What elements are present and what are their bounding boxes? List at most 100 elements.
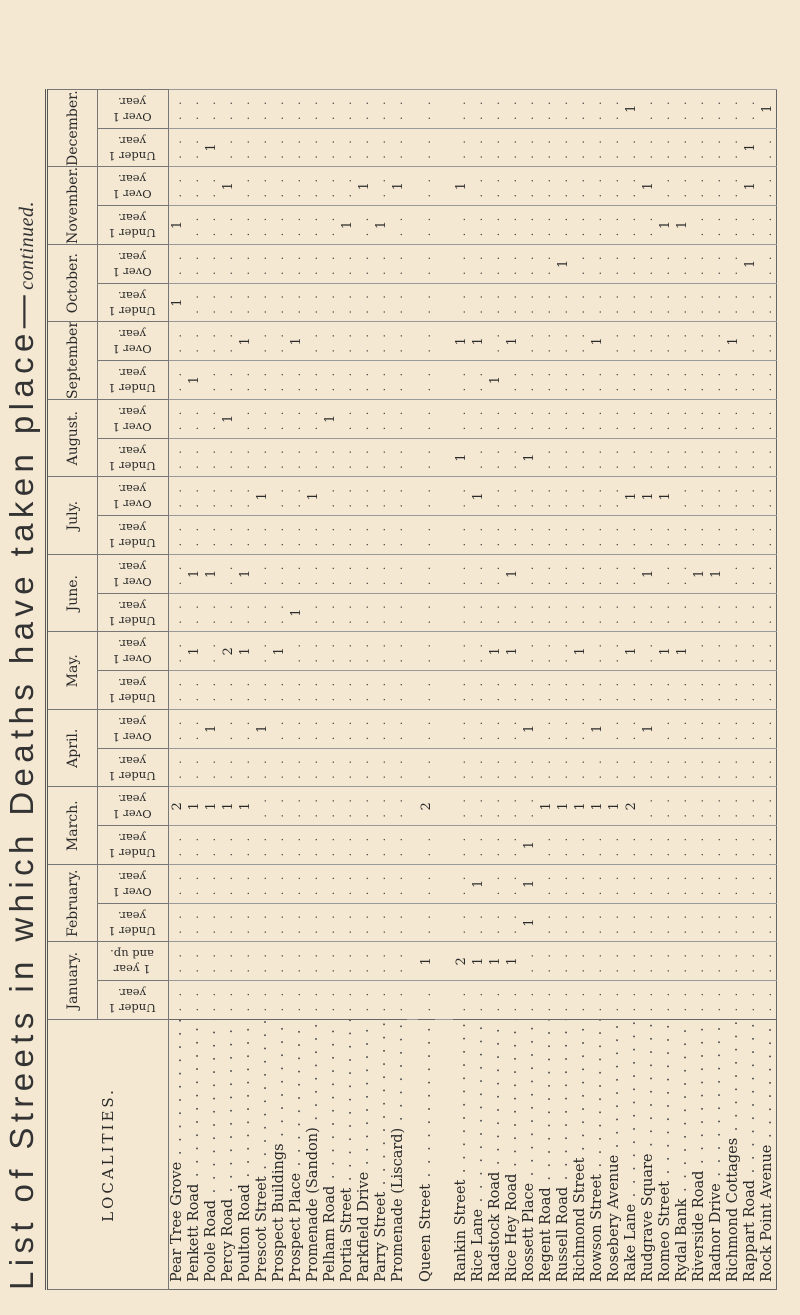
- death-count-cell: [691, 360, 708, 400]
- death-count-cell: [691, 942, 708, 981]
- death-count-cell: [555, 166, 572, 206]
- death-count-cell: [708, 515, 725, 555]
- title-main: List of Streets in which Deaths have tak…: [3, 289, 40, 1290]
- death-count-cell: [453, 476, 470, 516]
- spacer-cell: [435, 942, 453, 981]
- death-count-cell: [418, 399, 435, 439]
- death-count-cell: 1: [504, 321, 521, 361]
- death-count-cell: [288, 709, 305, 749]
- death-count-cell: [356, 438, 373, 477]
- death-count-cell: [487, 399, 504, 439]
- death-count-cell: [322, 205, 339, 245]
- death-count-cell: [759, 593, 777, 632]
- death-count-cell: [339, 554, 356, 594]
- death-count-cell: [305, 515, 322, 555]
- death-count-cell: [254, 399, 271, 439]
- death-count-cell: [390, 438, 407, 477]
- death-count-cell: 2: [220, 631, 237, 671]
- locality-row: Percy Road 1 2 1 1: [220, 89, 237, 1290]
- death-count-cell: 1: [470, 942, 487, 981]
- death-count-cell: 1: [254, 709, 271, 749]
- death-count-cell: 1: [390, 166, 407, 206]
- spacer-cell: [435, 631, 453, 671]
- death-count-cell: [203, 903, 220, 942]
- death-count-cell: [254, 980, 271, 1020]
- death-count-cell: [186, 283, 203, 322]
- death-count-cell: [623, 748, 640, 787]
- death-count-cell: [555, 283, 572, 322]
- death-count-cell: [657, 128, 674, 167]
- death-count-cell: [203, 166, 220, 206]
- death-count-cell: [322, 825, 339, 865]
- death-count-cell: [487, 166, 504, 206]
- death-count-cell: [657, 748, 674, 787]
- death-count-cell: 1: [657, 476, 674, 516]
- death-count-cell: [521, 631, 538, 671]
- death-count-cell: [418, 128, 435, 167]
- death-count-cell: [470, 554, 487, 594]
- death-count-cell: [708, 903, 725, 942]
- death-count-cell: [589, 166, 606, 206]
- death-count-cell: [356, 942, 373, 981]
- death-count-cell: [572, 360, 589, 400]
- death-count-cell: 1: [504, 942, 521, 981]
- death-count-cell: 1: [521, 864, 538, 904]
- locality-name: Percy Road: [220, 1019, 237, 1290]
- death-count-cell: [759, 631, 777, 671]
- death-count-cell: [759, 864, 777, 904]
- title-suffix: continued.: [16, 200, 38, 290]
- death-count-cell: [322, 166, 339, 206]
- death-count-cell: [487, 89, 504, 129]
- death-count-cell: [203, 670, 220, 710]
- death-count-cell: [271, 166, 288, 206]
- death-count-cell: [453, 399, 470, 439]
- death-count-cell: [203, 864, 220, 904]
- death-count-cell: [623, 942, 640, 981]
- death-count-cell: [453, 89, 470, 129]
- death-count-cell: [203, 438, 220, 477]
- locality-row: Pelham Road 1: [322, 89, 339, 1290]
- death-count-cell: [254, 128, 271, 167]
- death-count-cell: [725, 903, 742, 942]
- locality-name: Rice Hey Road: [504, 1019, 521, 1290]
- spacer-cell: [435, 593, 453, 632]
- death-count-cell: 1: [589, 786, 606, 826]
- locality-row: Portia Street 1: [339, 89, 356, 1290]
- spacer-cell: [435, 980, 453, 1020]
- death-count-cell: [538, 942, 555, 981]
- age-group-header: Under 1 year.: [97, 748, 169, 787]
- locality-row: Promenade (Sandon) 1: [305, 89, 322, 1290]
- month-header: September.: [46, 321, 98, 400]
- death-count-cell: 1: [623, 476, 640, 516]
- death-count-cell: 1: [521, 438, 538, 477]
- death-count-cell: [504, 709, 521, 749]
- locality-name: Poole Road: [203, 1019, 220, 1290]
- death-count-cell: [606, 205, 623, 245]
- age-group-header: Under 1 year.: [97, 438, 169, 477]
- death-count-cell: [288, 903, 305, 942]
- death-count-cell: [470, 515, 487, 555]
- death-count-cell: [725, 825, 742, 865]
- death-count-cell: [538, 864, 555, 904]
- death-count-cell: [555, 748, 572, 787]
- spacer-cell: [407, 670, 418, 710]
- locality-row: Radnor Drive 1: [708, 89, 725, 1290]
- locality-row: Parkfield Drive 1: [356, 89, 373, 1290]
- death-count-cell: [725, 864, 742, 904]
- death-count-cell: [339, 399, 356, 439]
- death-count-cell: [418, 980, 435, 1020]
- death-count-cell: [623, 399, 640, 439]
- death-count-cell: [691, 825, 708, 865]
- death-count-cell: [390, 128, 407, 167]
- death-count-cell: [555, 709, 572, 749]
- month-header: April.: [46, 709, 98, 787]
- death-count-cell: [521, 244, 538, 284]
- spacer-cell: [407, 942, 418, 981]
- death-count-cell: [418, 244, 435, 284]
- death-count-cell: [418, 321, 435, 361]
- death-count-cell: 1: [373, 205, 390, 245]
- death-count-cell: [759, 709, 777, 749]
- death-count-cell: [254, 631, 271, 671]
- death-count-cell: [504, 166, 521, 206]
- death-count-cell: [470, 593, 487, 632]
